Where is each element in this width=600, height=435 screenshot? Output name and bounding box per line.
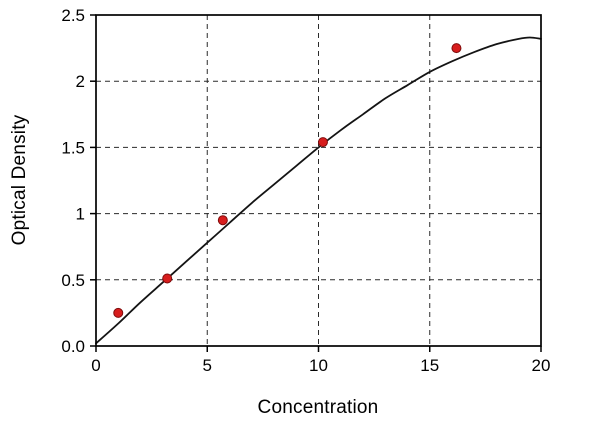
x-tick-label: 0	[91, 356, 100, 375]
y-tick-label: 2.5	[61, 6, 85, 25]
x-axis-title: Concentration	[257, 397, 379, 418]
data-point-marker	[451, 43, 462, 54]
y-axis-title: Optical Density	[9, 114, 30, 246]
data-point-marker	[113, 307, 124, 318]
data-points	[113, 43, 462, 318]
fitted-curve	[95, 36, 542, 345]
data-point-marker	[162, 273, 173, 284]
data-point-marker	[217, 215, 228, 226]
axis-ticks-and-labels: 0 5 10 15 20 0.0 0.5 1 1.5 2 2.5	[61, 6, 550, 375]
gridlines	[96, 15, 541, 346]
x-tick-label: 20	[532, 356, 551, 375]
y-tick-label: 2	[76, 72, 85, 91]
x-tick-label: 15	[420, 356, 439, 375]
y-tick-label: 1	[76, 205, 85, 224]
y-tick-label: 0.0	[61, 337, 85, 356]
y-tick-label: 0.5	[61, 271, 85, 290]
x-tick-label: 10	[309, 356, 328, 375]
data-point-marker	[317, 137, 328, 148]
y-tick-label: 1.5	[61, 138, 85, 157]
x-tick-label: 5	[203, 356, 212, 375]
